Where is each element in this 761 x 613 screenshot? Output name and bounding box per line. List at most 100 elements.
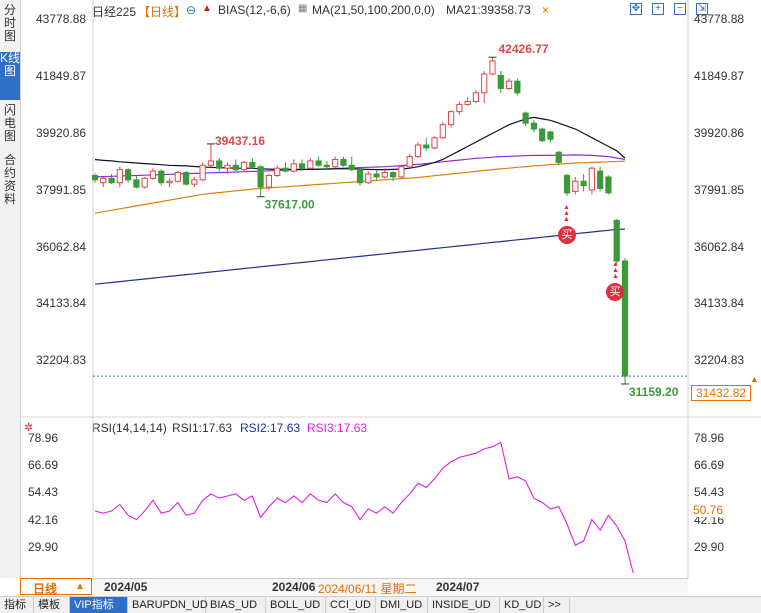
candle-body <box>597 170 604 190</box>
price-tick: 36062.84 <box>694 240 745 254</box>
tab-kd[interactable]: KD_UD <box>500 597 544 613</box>
local-high-label: 39437.16 <box>215 134 265 148</box>
date-label: 2024/07 <box>436 580 480 594</box>
candle-body <box>514 80 521 94</box>
rsi-settings-icon[interactable]: ✲ <box>24 422 34 434</box>
tab-contract-info[interactable]: 合约资料 <box>3 153 16 206</box>
candle-body <box>158 170 165 184</box>
rsi2-value: RSI2:17.63 <box>240 421 301 435</box>
candle-body <box>166 180 173 184</box>
ma200-line <box>94 228 626 285</box>
price-tick: 36062.84 <box>36 240 87 254</box>
price-tick: 41849.87 <box>694 69 745 83</box>
candle-body <box>580 180 587 187</box>
period-button[interactable]: 日线 ▲ <box>20 578 92 596</box>
buy-signal[interactable]: 买 <box>606 283 624 301</box>
buy-signal-arrows-icon: ▲ ▲ ▲ <box>612 261 619 280</box>
rsi-tick: 78.96 <box>694 431 725 445</box>
candle-body <box>265 174 273 188</box>
candle-body <box>315 160 322 166</box>
date-label: 2024/06 <box>272 580 316 594</box>
price-tick: 32204.83 <box>36 353 87 367</box>
candle-body <box>133 179 140 188</box>
crosshair-date: 2024/06/11 星期二 <box>318 582 417 596</box>
candle-body <box>431 137 438 149</box>
candle-body <box>406 156 413 168</box>
zoom-out-icon[interactable]: − <box>674 3 686 15</box>
zoom-in-icon[interactable]: + <box>652 3 664 15</box>
tab-lightning[interactable]: 闪电图 <box>3 103 16 143</box>
close-icon[interactable]: × <box>542 3 550 17</box>
candle-body <box>398 166 405 178</box>
tab-boll[interactable]: BOLL_UD <box>266 597 326 613</box>
tab-dmi[interactable]: DMI_UD <box>376 597 428 613</box>
price-tick: 34133.84 <box>36 296 87 310</box>
price-tick: 39920.86 <box>36 126 87 140</box>
tab-inside[interactable]: INSIDE_UD <box>428 597 500 613</box>
rsi-tick: 42.16 <box>28 513 59 527</box>
indicator-tab-bar: 指标 模板 VIP指标 BARUPDN_UD BIAS_UD BOLL_UD C… <box>0 596 761 613</box>
ma-params-label[interactable]: MA(21,50,100,200,0,0) <box>312 3 435 17</box>
candle-body <box>414 144 422 158</box>
expand-icon[interactable]: ⇲ <box>696 3 708 15</box>
price-chart[interactable]: 42426.77 39437.16 37617.00 31159.20 <box>0 0 761 578</box>
ma21-value: MA21:39358.73 <box>446 3 531 17</box>
candle-body <box>108 177 115 184</box>
tab-cci[interactable]: CCI_UD <box>326 597 376 613</box>
candle-body <box>174 172 181 182</box>
rsi-label[interactable]: RSI(14,14,14) <box>92 421 167 435</box>
rsi-marker: 50.76 <box>691 503 726 517</box>
rsi3-value: RSI3:17.63 <box>307 421 368 435</box>
candle-body <box>274 167 281 176</box>
price-tick: 37991.85 <box>694 183 745 197</box>
candle-body <box>191 179 198 185</box>
tab-template[interactable]: 模板 <box>34 597 70 613</box>
tab-vip-indicator[interactable]: VIP指标 <box>70 597 128 613</box>
move-icon[interactable]: ✥ <box>630 3 642 15</box>
candle-body <box>588 167 595 191</box>
price-tick: 39920.86 <box>694 126 745 140</box>
date-bar: 日线 ▲ 2024/05 2024/06 2024/06/11 星期二 2024… <box>0 578 761 612</box>
bias-indicator-label[interactable]: BIAS(12,-6,6) <box>218 3 291 17</box>
tab-timeshare[interactable]: 分时图 <box>3 3 16 43</box>
candle-body <box>182 172 190 185</box>
rsi-tick: 78.96 <box>28 431 59 445</box>
candle-body <box>249 161 256 168</box>
candle-body <box>390 172 397 178</box>
price-tick: 32204.83 <box>694 353 745 367</box>
rsi-tick: 66.69 <box>28 458 59 472</box>
chart-header: 日经225 【日线】 ⊖ ▲ BIAS(12,-6,6) ▦ MA(21,50,… <box>22 0 761 20</box>
candle-body <box>348 164 355 171</box>
indicator-arrow-icon: ▲ <box>202 3 212 14</box>
candle-body <box>456 103 463 113</box>
buy-signal[interactable]: 买 <box>558 226 576 244</box>
candle-body <box>381 172 388 178</box>
candle-body <box>125 169 132 181</box>
period-label[interactable]: 【日线】 <box>138 5 187 19</box>
price-tick: 34133.84 <box>694 296 745 310</box>
tab-barupdn[interactable]: BARUPDN_UD <box>128 597 208 613</box>
dropdown-icon: ▲ <box>75 581 85 592</box>
candle-body <box>530 122 538 130</box>
candle-body <box>481 73 488 94</box>
candle-body <box>100 177 107 184</box>
rsi1-value: RSI1:17.63 <box>172 421 233 435</box>
candle-body <box>207 160 215 166</box>
candle-body <box>547 131 554 140</box>
candle-body <box>356 169 364 184</box>
candle-body <box>497 74 504 89</box>
candle-body <box>472 92 480 102</box>
tab-indicator[interactable]: 指标 <box>0 597 34 613</box>
candle-body <box>373 173 380 178</box>
tab-more[interactable]: >> <box>544 597 570 613</box>
ma-settings-icon[interactable]: ▦ <box>298 3 308 14</box>
collapse-icon[interactable]: ⊖ <box>186 3 197 17</box>
candle-body <box>489 60 496 75</box>
ma21-line <box>94 116 626 171</box>
tab-bias[interactable]: BIAS_UD <box>206 597 266 613</box>
candle-body <box>91 174 99 181</box>
tab-kline[interactable]: K线图 <box>0 52 20 100</box>
candle-body <box>505 80 513 89</box>
candle-body <box>282 167 289 172</box>
candle-body <box>240 161 248 171</box>
